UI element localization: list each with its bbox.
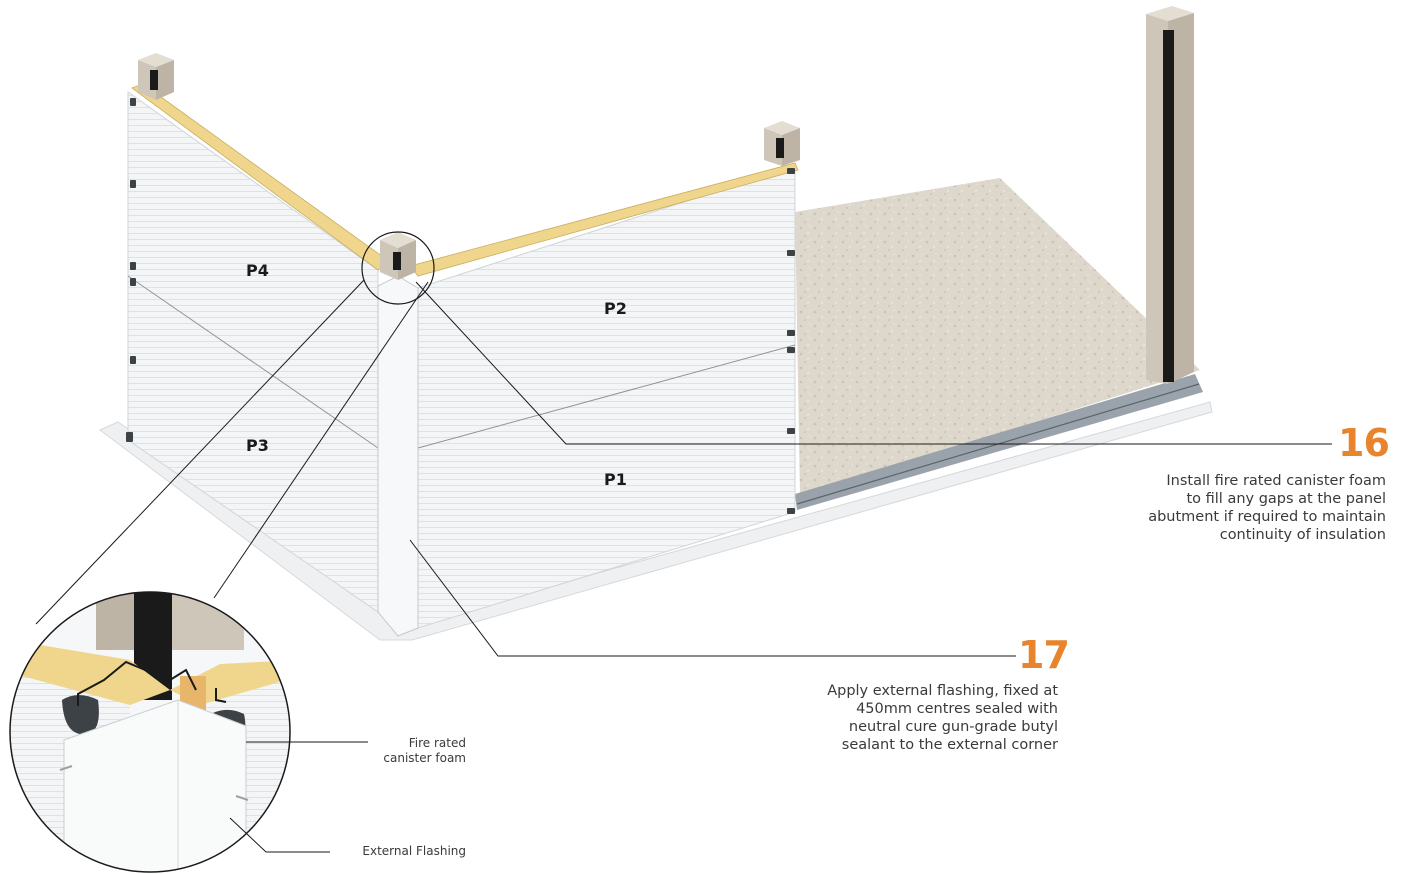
post-top-left <box>138 53 174 100</box>
floor-track <box>795 374 1203 510</box>
joint-p3-p4 <box>127 275 379 449</box>
step-16-text: Install fire rated canister foam to fill… <box>1148 473 1386 543</box>
corner-flashing <box>377 275 419 637</box>
concrete-floor <box>795 178 1200 496</box>
leader-line-17 <box>409 539 1016 657</box>
leader-line-16 <box>415 281 1332 445</box>
detail-circle-border <box>9 591 291 873</box>
flashing-callout: External Flashing <box>362 844 466 858</box>
panel-label-p1: P1 <box>604 470 627 489</box>
detail-leader-right <box>213 281 429 599</box>
detail-view <box>10 592 290 872</box>
corner-highlight-circle <box>361 231 435 305</box>
joint-p1-p2 <box>417 344 796 449</box>
panel-label-p3: P3 <box>246 436 269 455</box>
corner-post <box>380 232 416 280</box>
detail-leader-left <box>35 279 365 625</box>
step-17-number: 17 <box>1018 633 1070 677</box>
panel-label-p4: P4 <box>246 261 269 280</box>
tall-post <box>1146 6 1194 384</box>
leader-flashing <box>229 817 330 853</box>
fixing-brackets <box>126 98 795 514</box>
foam-callout: Fire rated canister foam <box>383 736 466 765</box>
step-17-text: Apply external flashing, fixed at 450mm … <box>827 683 1058 753</box>
panel-label-p2: P2 <box>604 299 627 318</box>
post-top-middle <box>764 121 800 166</box>
step-16-number: 16 <box>1338 421 1390 465</box>
insulation-edge-p2 <box>409 162 799 277</box>
